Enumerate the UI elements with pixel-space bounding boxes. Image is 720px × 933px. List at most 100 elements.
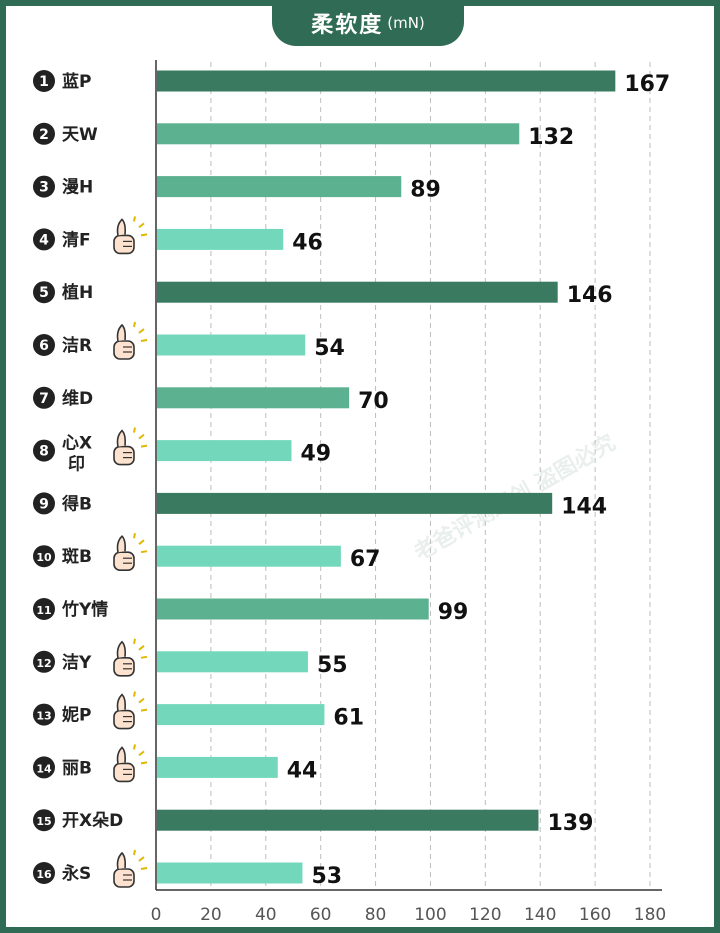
x-tick-label: 40 [255,905,277,925]
bar [157,176,402,198]
thumbs-up-icon [113,691,148,730]
row-label-cont: 印 [68,455,85,475]
bar [157,598,429,620]
bar [157,281,558,303]
rank-badge [33,70,55,92]
thumbs-up-icon [113,744,148,783]
bar-value-label: 44 [287,758,318,783]
bar-value-label: 99 [438,600,469,625]
x-tick-label: 140 [524,905,556,925]
bar [157,440,292,462]
rank-badge [33,175,55,198]
rank-number: 6 [39,338,49,354]
bar-value-label: 55 [317,653,348,678]
row-label: 植H [62,282,93,303]
rank-badge [33,809,55,832]
rank-number: 15 [36,815,51,828]
row-label: 丽B [62,758,92,778]
rank-badge [33,862,55,884]
rank-badge [33,545,55,568]
rank-number: 12 [36,657,51,670]
row-label: 永S [61,863,91,884]
x-tick-label: 0 [151,905,162,925]
bar-value-label: 46 [292,230,323,255]
x-tick-label: 100 [414,905,446,925]
bar [157,704,325,726]
bar-value-label: 53 [311,864,342,889]
rank-number: 10 [36,551,52,564]
bar [157,334,306,356]
rank-badge [33,122,55,145]
x-tick-label: 180 [634,905,666,925]
rank-number: 5 [39,285,49,301]
row-label: 洁R [62,335,92,356]
rank-badge [33,228,55,251]
bar-value-label: 67 [350,547,381,572]
rank-badge [33,650,55,673]
rank-number: 11 [36,604,51,617]
thumbs-up-icon [113,533,148,572]
bar [157,756,278,778]
rank-badge [33,281,55,304]
bar [157,809,539,831]
bar-value-label: 70 [358,389,389,414]
bar [157,123,520,145]
thumbs-up-icon [113,427,148,466]
x-tick-label: 80 [365,905,387,925]
row-label: 漫H [62,177,93,198]
bar-value-label: 167 [624,72,670,97]
bar [157,862,303,884]
x-tick-label: 160 [579,905,611,925]
chart-unit: (mN) [387,14,425,32]
bar [157,228,284,250]
rank-number: 3 [39,180,49,196]
bar [157,545,341,567]
bar [157,70,616,92]
rank-badge [33,334,55,356]
rank-badge [33,756,55,779]
row-label: 维D [62,388,93,409]
chart-title: 柔软度 [311,13,384,38]
row-label: 洁Y [62,652,92,673]
x-tick-label: 60 [310,905,332,925]
rank-badge [33,598,55,620]
bar-value-label: 146 [567,283,613,308]
rank-number: 4 [39,232,49,248]
row-label: 妮P [61,705,91,726]
rank-number: 13 [36,710,51,723]
row-label: 得B [61,493,92,514]
rank-number: 8 [39,444,49,460]
bar-value-label: 54 [314,336,345,361]
rank-badge [33,492,55,515]
thumbs-up-icon [113,216,148,255]
bar-value-label: 61 [333,706,364,731]
bar-value-label: 49 [300,442,331,467]
x-tick-label: 120 [469,905,501,925]
thumbs-up-icon [113,638,148,677]
bar-value-label: 144 [561,494,607,519]
row-label: 开X朵D [62,811,123,831]
row-label: 心X [62,434,92,454]
x-tick-label: 20 [200,905,222,925]
bar-value-label: 132 [528,125,574,150]
row-label: 斑B [62,547,92,567]
rank-badge [33,439,55,462]
bar [157,492,553,514]
thumbs-up-icon [113,849,148,888]
rank-badge [33,703,55,726]
row-label: 天W [62,125,98,145]
row-label: 蓝P [62,72,91,92]
rank-number: 7 [39,391,49,407]
row-label: 清F [62,229,91,250]
rank-number: 2 [39,127,49,143]
rank-badge [33,386,55,409]
rank-number: 9 [39,496,49,512]
rank-number: 16 [36,868,52,881]
rank-number: 1 [39,74,49,90]
chart-title-tab: 柔软度 (mN) [272,0,464,46]
bar [157,651,308,673]
bar-value-label: 89 [410,178,441,203]
rank-number: 14 [36,762,52,775]
row-label: 竹Y情 [61,599,108,620]
